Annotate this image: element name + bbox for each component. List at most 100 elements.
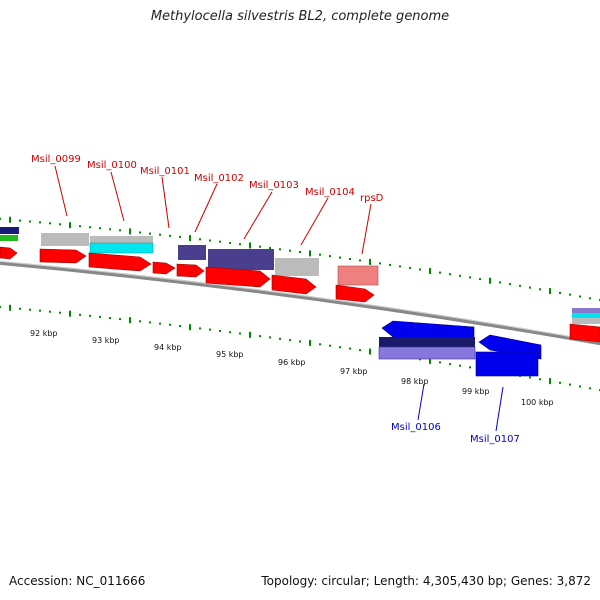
inner-scale-major-tick <box>129 317 131 324</box>
outer-scale-dot <box>49 222 51 225</box>
scale-label-99: 99 kbp <box>462 387 490 396</box>
inner-scale-dot <box>179 325 181 327</box>
label-msil-0104: Msil_0104 <box>305 187 355 198</box>
forward-label-group: Msil_0099 Msil_0100 Msil_0101 Msil_0102 … <box>31 154 384 204</box>
leader-msil-0100 <box>110 171 125 222</box>
map-title: Methylocella silvestris BL2, complete ge… <box>150 9 450 24</box>
cds-msil-0099 <box>39 248 87 264</box>
scale-label-98: 98 kbp <box>401 377 429 386</box>
inner-scale-dot <box>579 385 581 388</box>
inner-scale-major-tick <box>369 348 371 355</box>
accession-text: Accession: NC_011666 <box>9 574 146 588</box>
outer-scale-major-tick <box>549 288 551 295</box>
outer-scale-dot <box>119 229 121 232</box>
outer-scale-dot <box>319 253 321 256</box>
feature-msil-0107-blue <box>475 351 539 377</box>
outer-scale-dot <box>579 295 581 298</box>
inner-scale-major-tick <box>249 331 251 338</box>
outer-scale-dot <box>499 281 501 284</box>
inner-scale-dot <box>319 343 321 346</box>
cds-msil-0104 <box>271 274 317 295</box>
inner-scale-dot <box>79 313 81 316</box>
label-msil-0099: Msil_0099 <box>31 154 81 165</box>
cds-msil-0103 <box>205 266 271 288</box>
inner-scale-dot <box>239 332 241 335</box>
partial-cds-right <box>569 323 600 343</box>
label-msil-0101: Msil_0101 <box>140 166 190 177</box>
feature-msil-0100-gray <box>90 236 153 244</box>
inner-scale-dot <box>539 378 541 381</box>
scale-label-96: 96 kbp <box>278 358 306 367</box>
inner-scale-dot <box>219 329 221 332</box>
partial-features-right <box>569 308 600 343</box>
outer-scale-dot <box>139 231 141 234</box>
reverse-leaders <box>417 383 504 432</box>
inner-scale-dot <box>299 340 301 343</box>
forward-leaders <box>54 165 372 255</box>
outer-scale-major-tick <box>369 258 371 265</box>
outer-scale-dot <box>459 274 461 277</box>
partial-feature-gray-right <box>572 318 600 324</box>
partial-feature-lilac-right <box>572 308 600 313</box>
outer-scale-dot <box>79 225 81 228</box>
outer-scale-dot <box>289 249 291 252</box>
feature-rpsd-pink <box>337 265 379 286</box>
inner-scale-dot <box>49 310 51 313</box>
outer-scale-dot <box>89 226 91 229</box>
outer-scale-major-tick <box>9 216 11 223</box>
inner-scale-dot <box>569 383 571 386</box>
inner-scale-dot <box>39 309 41 312</box>
outer-scale-dot <box>509 283 511 286</box>
inner-scale-dot <box>459 364 461 367</box>
outer-scale-dot <box>159 233 161 236</box>
outer-scale-dot <box>199 238 201 241</box>
outer-scale-dot <box>559 291 561 294</box>
outer-scale-dot <box>449 273 451 276</box>
outer-scale-dot <box>149 232 151 235</box>
cds-msil-0100 <box>88 252 152 272</box>
inner-scale-dot <box>359 349 361 352</box>
outer-scale-dot <box>539 288 541 291</box>
outer-scale-major-tick <box>489 277 491 284</box>
partial-feature-navy <box>0 227 19 234</box>
leader-msil-0103 <box>243 191 273 240</box>
outer-scale-dot <box>379 262 381 265</box>
outer-scale-dot <box>99 227 101 230</box>
inner-scale-dot <box>439 361 441 364</box>
inner-scale-dot <box>169 323 171 326</box>
outer-scale-major-tick <box>309 250 311 257</box>
outer-scale-dot <box>0 217 1 220</box>
partial-feature-green <box>0 235 18 241</box>
inner-scale-dot <box>589 387 591 390</box>
inner-scale-dot <box>29 308 31 311</box>
label-msil-0106: Msil_0106 <box>391 422 441 433</box>
label-msil-0102: Msil_0102 <box>194 173 244 184</box>
inner-scale-dot <box>199 327 201 330</box>
inner-scale-dot <box>99 315 101 318</box>
inner-scale-major-tick <box>309 339 311 346</box>
outer-scale-dot <box>529 286 531 289</box>
outer-scale-dot <box>409 266 411 269</box>
inner-scale-dot <box>279 337 281 340</box>
inner-scale-dot <box>339 346 341 349</box>
outer-scale-dot <box>19 219 21 222</box>
outer-scale-dot <box>399 265 401 268</box>
outer-scale-dot <box>109 228 111 231</box>
feature-msil-0106-lilac <box>378 346 476 360</box>
outer-scale-dot <box>39 221 41 224</box>
outer-scale-dot <box>359 259 361 262</box>
outer-scale-dots <box>0 216 600 302</box>
inner-scale-dot <box>289 339 291 342</box>
outer-scale-dot <box>389 263 391 266</box>
inner-scale-dot <box>89 314 91 317</box>
feature-msil-0104-gray <box>275 258 319 276</box>
leader-msil-0104 <box>300 197 329 246</box>
feature-msil-0100-cyan <box>89 242 154 254</box>
scale-label-94: 94 kbp <box>154 343 182 352</box>
outer-scale-dot <box>169 234 171 237</box>
partial-feature-cyan-right <box>572 313 600 318</box>
inner-scale-dot <box>119 318 121 321</box>
feature-msil-0102-purple <box>178 245 206 260</box>
inner-scale-dot <box>109 317 111 319</box>
reverse-features <box>378 320 542 377</box>
